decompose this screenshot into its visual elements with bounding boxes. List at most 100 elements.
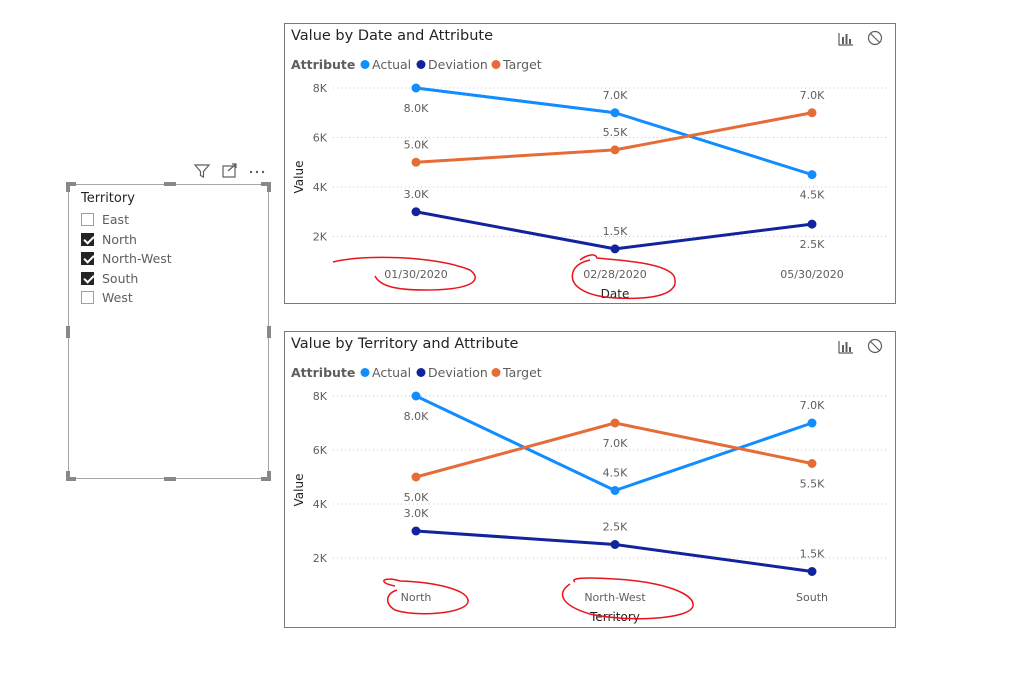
checkbox[interactable]	[81, 290, 94, 304]
data-label-actual: 7.0K	[603, 89, 628, 102]
data-point-target	[411, 157, 421, 167]
line-chart-territory-svg: Value by Territory and Attribute Attribu…	[291, 336, 887, 624]
y-tick-label: 2K	[313, 231, 328, 244]
data-label-actual: 8.0K	[404, 102, 429, 115]
x-axis-title: Territory	[589, 610, 640, 624]
checkbox[interactable]	[81, 251, 94, 265]
legend-marker-deviation	[416, 60, 426, 69]
y-tick-label: 8K	[313, 390, 328, 403]
data-label-actual: 8.0K	[404, 410, 429, 423]
slicer-item-north-west[interactable]: North-West	[81, 249, 172, 267]
resize-handle[interactable]	[66, 326, 70, 338]
data-label-target: 7.0K	[800, 89, 825, 102]
no-filter-icon[interactable]	[867, 30, 883, 46]
checkbox[interactable]	[81, 271, 94, 285]
resize-handle[interactable]	[164, 477, 176, 481]
data-point-target	[411, 472, 421, 482]
slicer-item-east[interactable]: East	[81, 210, 129, 228]
y-tick-label: 4K	[313, 498, 328, 511]
data-label-target: 5.5K	[800, 478, 825, 491]
y-tick-label: 4K	[313, 181, 328, 194]
checkbox[interactable]	[81, 232, 94, 246]
visual-type-icon[interactable]	[838, 341, 853, 354]
data-point-target	[610, 145, 620, 155]
data-point-actual	[610, 108, 620, 118]
slicer-item-label: South	[102, 270, 139, 286]
slicer-item-label: West	[102, 289, 133, 305]
data-label-deviation: 1.5K	[800, 548, 825, 561]
data-point-deviation	[807, 219, 817, 229]
y-tick-label: 6K	[313, 444, 328, 457]
resize-handle[interactable]	[261, 182, 271, 186]
line-chart-date[interactable]: Value by Date and Attribute Attribute Ac…	[284, 23, 896, 304]
data-point-actual	[610, 486, 620, 495]
resize-handle[interactable]	[261, 477, 271, 481]
series-line-deviation	[415, 529, 813, 573]
y-tick-label: 6K	[313, 132, 328, 145]
legend-item-target[interactable]: Target	[502, 57, 542, 72]
x-tick-label: 02/28/2020	[583, 268, 646, 281]
data-label-deviation: 2.5K	[800, 238, 825, 251]
data-point-target	[807, 108, 817, 118]
legend-title: Attribute	[291, 57, 355, 72]
slicer-item-north[interactable]: North	[81, 230, 137, 248]
y-tick-label: 2K	[313, 552, 328, 565]
red-annotation-circle	[383, 577, 694, 620]
chart-legend: Attribute Actual Deviation Target	[291, 57, 542, 72]
resize-handle[interactable]	[66, 182, 76, 186]
filter-icon[interactable]	[193, 164, 211, 178]
resize-handle[interactable]	[66, 182, 70, 192]
data-point-deviation	[807, 567, 817, 576]
data-point-deviation	[411, 526, 421, 536]
data-label-deviation: 2.5K	[603, 521, 628, 534]
data-point-deviation	[610, 540, 620, 549]
focus-mode-icon[interactable]	[222, 163, 237, 178]
slicer-toolbar	[192, 161, 272, 181]
more-options-icon[interactable]	[249, 170, 265, 174]
plot-area: 2K 4K 6K 8K 01/30/2020 02/28/2020 05/30/2020 8.…	[313, 82, 887, 281]
legend-item-target[interactable]: Target	[502, 365, 542, 380]
resize-handle[interactable]	[267, 182, 271, 192]
data-label-target: 5.0K	[404, 491, 429, 504]
data-label-actual: 4.5K	[603, 467, 628, 480]
data-point-actual	[807, 170, 817, 180]
slicer-item-label: North	[102, 231, 137, 247]
territory-slicer[interactable]: Territory East North North-West South We…	[66, 182, 271, 481]
legend-marker-actual	[360, 368, 370, 377]
checkbox[interactable]	[81, 212, 94, 226]
slicer-item-south[interactable]: South	[81, 269, 138, 287]
plot-area: 2K 4K 6K 8K North North-West South 8.0K 4.5K 7.0K…	[313, 390, 887, 604]
data-label-deviation: 3.0K	[404, 188, 429, 201]
data-label-target: 7.0K	[603, 437, 628, 450]
legend-item-deviation[interactable]: Deviation	[428, 57, 488, 72]
chart-title: Value by Territory and Attribute	[291, 336, 519, 352]
data-point-target	[807, 459, 817, 468]
red-annotation-circle	[332, 254, 676, 300]
no-filter-icon[interactable]	[867, 338, 883, 354]
legend-title: Attribute	[291, 365, 355, 380]
resize-handle[interactable]	[66, 477, 76, 481]
resize-handle[interactable]	[267, 326, 271, 338]
slicer-item-label: East	[102, 211, 129, 227]
x-tick-label: 01/30/2020	[384, 268, 447, 281]
slicer-item-west[interactable]: West	[81, 288, 133, 306]
chart-legend: Attribute Actual Deviation Target	[291, 365, 542, 380]
y-axis-title: Value	[292, 161, 306, 194]
resize-handle[interactable]	[66, 471, 70, 481]
legend-item-actual[interactable]: Actual	[372, 365, 411, 380]
line-chart-territory[interactable]: Value by Territory and Attribute Attribu…	[284, 331, 896, 628]
data-label-actual: 7.0K	[800, 399, 825, 412]
data-point-deviation	[411, 207, 421, 217]
data-point-actual	[411, 83, 421, 93]
data-label-deviation: 1.5K	[603, 225, 628, 238]
chart-title: Value by Date and Attribute	[291, 28, 493, 44]
y-axis-title: Value	[292, 474, 306, 507]
data-point-actual	[807, 418, 817, 428]
legend-item-deviation[interactable]: Deviation	[428, 365, 488, 380]
resize-handle[interactable]	[267, 471, 271, 481]
x-tick-label: 05/30/2020	[780, 268, 843, 281]
resize-handle[interactable]	[164, 182, 176, 186]
legend-item-actual[interactable]: Actual	[372, 57, 411, 72]
slicer-title: Territory	[81, 191, 135, 206]
visual-type-icon[interactable]	[838, 33, 853, 46]
